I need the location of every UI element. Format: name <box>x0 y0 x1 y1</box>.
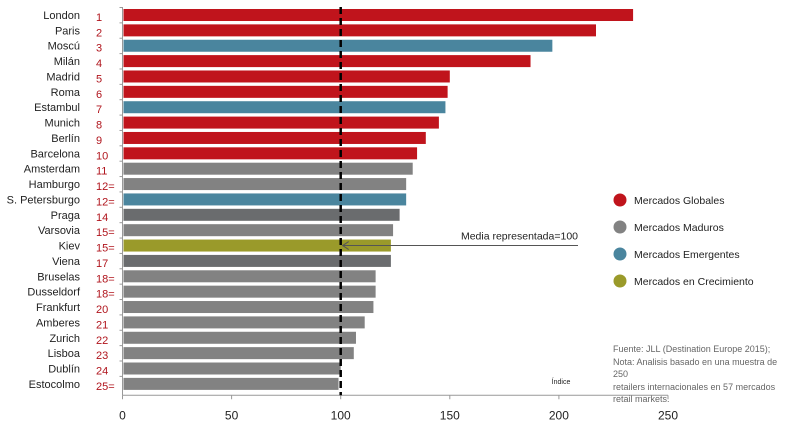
category-label: Dublín <box>48 364 80 376</box>
rank-label: 1 <box>96 12 102 24</box>
category-label: Barcelona <box>30 148 80 160</box>
bar <box>123 147 418 160</box>
bar <box>123 239 391 252</box>
category-label: Munich <box>45 118 80 130</box>
rank-label: 8 <box>96 120 102 132</box>
bar <box>123 178 407 191</box>
note-line: Nota: Analisis basado en una muestra de … <box>613 356 778 380</box>
category-label: Kiev <box>59 241 81 253</box>
x-tick-label: 200 <box>549 408 569 422</box>
bar <box>123 270 376 283</box>
rank-label: 12= <box>96 196 115 208</box>
bar <box>123 224 394 237</box>
rank-label: 5 <box>96 73 102 85</box>
bar <box>123 331 356 344</box>
bar <box>123 85 448 98</box>
bar <box>123 162 413 175</box>
rank-label: 18= <box>96 289 115 301</box>
x-tick-label: 100 <box>331 408 351 422</box>
rank-label: 18= <box>96 273 115 285</box>
legend-marker <box>613 274 627 288</box>
category-label: Praga <box>51 210 81 222</box>
bar <box>123 39 553 52</box>
rank-label: 2 <box>96 27 102 39</box>
x-tick-label: 50 <box>225 408 239 422</box>
rank-label: 25= <box>96 381 115 393</box>
category-label: Estambul <box>34 102 80 114</box>
rank-label: 9 <box>96 135 102 147</box>
bar <box>123 285 376 298</box>
category-label: Berlín <box>51 133 80 145</box>
bar <box>123 9 634 21</box>
bar <box>123 208 400 221</box>
category-label: Paris <box>55 25 81 37</box>
rank-label: 11 <box>96 166 107 178</box>
rank-label: 23 <box>96 350 108 362</box>
rank-label: 7 <box>96 104 102 116</box>
rank-label: 15= <box>96 243 115 255</box>
x-tick-label: 250 <box>658 408 678 422</box>
rank-label: 21 <box>96 319 108 331</box>
bar <box>123 193 407 206</box>
source-note: Fuente: JLL (Destination Europe 2015); N… <box>613 343 793 406</box>
bar <box>123 131 426 144</box>
rank-label: 22 <box>96 335 108 347</box>
rank-label: 14 <box>96 212 108 224</box>
bar <box>123 116 439 129</box>
rank-label: 4 <box>96 58 102 70</box>
category-label: Moscú <box>48 41 80 53</box>
bar <box>123 316 365 329</box>
reference-line-label: Media representada=100 <box>461 231 578 243</box>
note-line: Fuente: JLL (Destination Europe 2015); <box>613 344 771 354</box>
category-label: Viena <box>52 256 81 268</box>
legend-marker <box>613 193 627 207</box>
rank-label: 10 <box>96 150 108 162</box>
bar <box>123 55 531 68</box>
x-tick-label: 150 <box>440 408 460 422</box>
bar <box>123 301 374 314</box>
rank-label: 12= <box>96 181 115 193</box>
legend-label: Mercados Emergentes <box>634 249 740 261</box>
rank-label: 20 <box>96 304 108 316</box>
category-label: Lisboa <box>48 348 81 360</box>
category-label: Dusseldorf <box>27 287 81 299</box>
note-line: retailers internacionales en 57 mercados <box>613 381 776 392</box>
category-label: Roma <box>51 87 81 99</box>
legend-label: Mercados Globales <box>634 195 724 207</box>
legend-marker <box>613 247 627 261</box>
rank-label: 6 <box>96 89 102 101</box>
bar <box>123 347 354 360</box>
legend-label: Mercados en Crecimiento <box>634 276 754 288</box>
x-tick-label: 0 <box>119 408 126 422</box>
category-label: Madrid <box>46 71 80 83</box>
bar <box>123 362 341 375</box>
rank-label: 17 <box>96 258 108 270</box>
x-axis-label: Índice <box>552 377 571 386</box>
category-label: Bruselas <box>37 271 80 283</box>
rank-label: 3 <box>96 43 102 55</box>
rank-label: 15= <box>96 227 115 239</box>
category-label: Hamburgo <box>29 179 80 191</box>
category-label: Estocolmo <box>29 379 80 391</box>
category-label: Frankfurt <box>36 302 80 314</box>
category-label: London <box>43 10 80 22</box>
rank-label: 24 <box>96 366 108 378</box>
bar <box>123 377 339 390</box>
category-label: Amsterdam <box>24 164 80 176</box>
category-label: Milán <box>54 56 80 68</box>
category-label: S. Petersburgo <box>7 194 80 206</box>
bar <box>123 101 446 114</box>
bar <box>123 254 391 267</box>
bar <box>123 70 450 83</box>
category-label: Zurich <box>49 333 80 345</box>
legend-label: Mercados Maduros <box>634 222 724 234</box>
note-line: retail markets. <box>613 394 670 404</box>
arrow-icon <box>341 241 349 250</box>
category-label: Amberes <box>36 317 81 329</box>
bar <box>123 24 596 37</box>
legend-marker <box>613 220 627 234</box>
category-label: Varsovia <box>38 225 81 237</box>
